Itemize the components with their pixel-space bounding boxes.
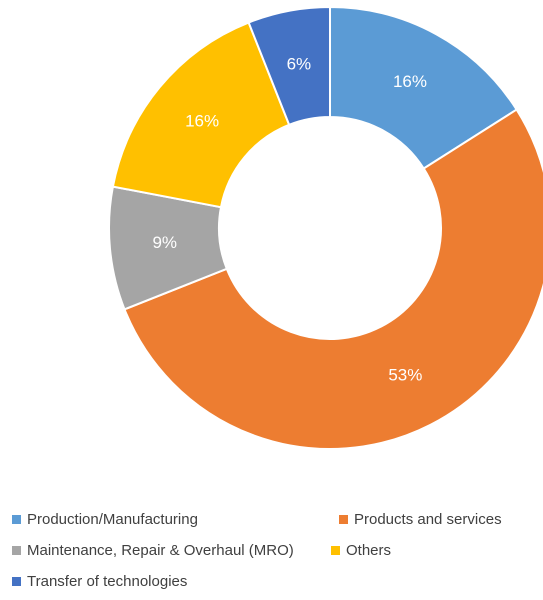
data-label-others: 16% [185, 112, 219, 131]
slice-production [329, 5, 518, 170]
legend-label: Products and services [354, 511, 502, 528]
slice-products-services [123, 108, 543, 450]
legend-swatch [12, 546, 21, 555]
legend-item-others: Others [331, 542, 391, 559]
data-label-mro: 9% [152, 233, 177, 252]
legend-swatch [339, 515, 348, 524]
legend-swatch [12, 515, 21, 524]
legend-label: Maintenance, Repair & Overhaul (MRO) [27, 542, 294, 559]
data-label-production: 16% [393, 72, 427, 91]
legend-label: Others [346, 542, 392, 559]
legend-item-production: Production/Manufacturing [12, 511, 198, 528]
data-label-transfer-tech: 6% [287, 54, 312, 73]
legend-label: Production/Manufacturing [27, 511, 198, 528]
legend-item-mro: Maintenance, Repair & Overhaul (MRO) [12, 542, 294, 559]
slice-others [111, 21, 291, 209]
legend-item-products-services: Products and services [339, 511, 502, 528]
slice-transfer-tech [247, 5, 331, 127]
legend-item-transfer-tech: Transfer of technologies [12, 573, 187, 590]
legend-swatch [331, 546, 340, 555]
data-label-products-services: 53% [388, 365, 422, 384]
legend-label: Transfer of technologies [27, 573, 188, 590]
legend-swatch [12, 577, 21, 586]
donut-chart: 16% 53% 9% 16% 6% [108, 5, 543, 450]
